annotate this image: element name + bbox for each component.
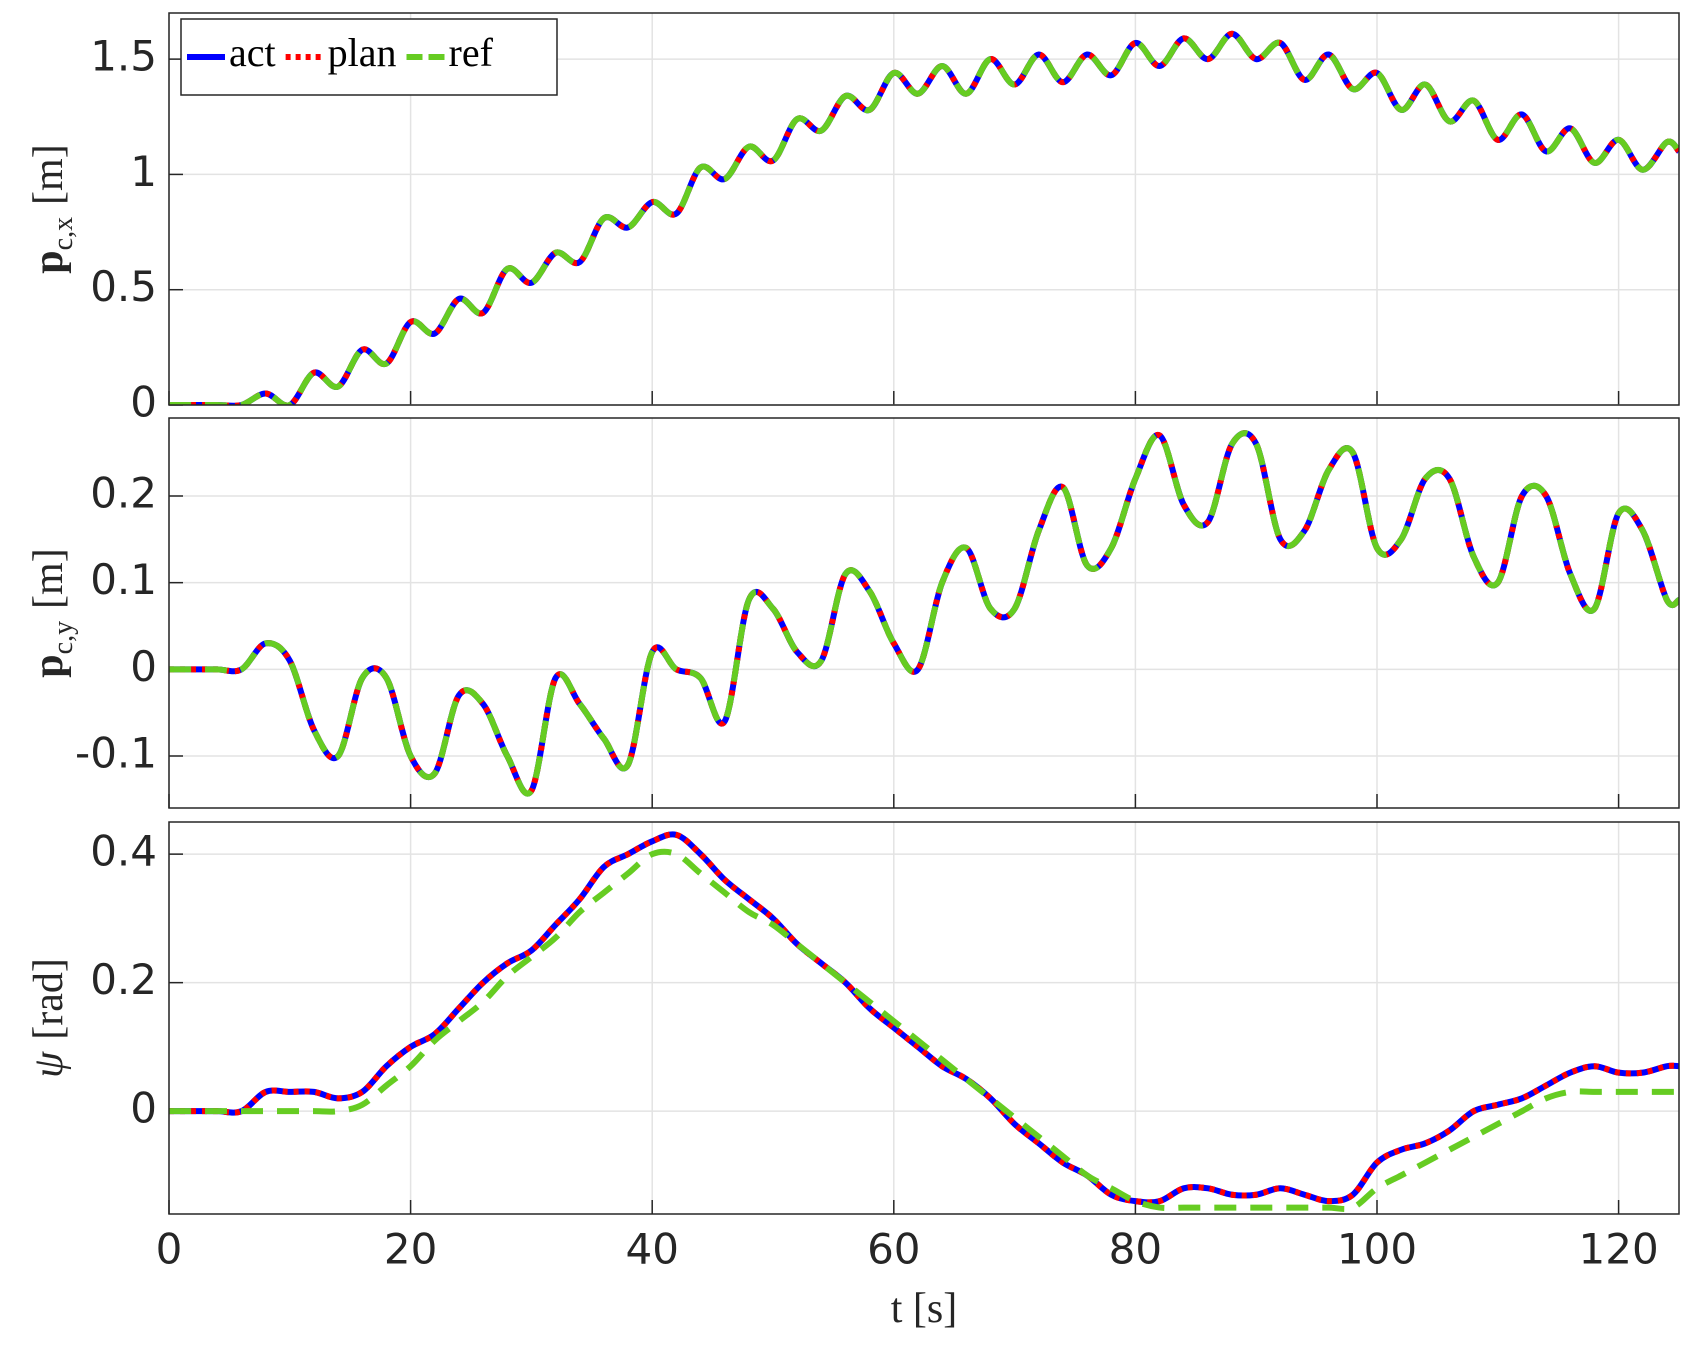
y-tick-label: -0.1 xyxy=(75,729,157,778)
series-line xyxy=(169,30,1679,405)
legend-box xyxy=(180,18,558,96)
y-tick-label: 0.1 xyxy=(90,555,157,604)
x-tick-label: 40 xyxy=(625,1225,678,1274)
y-label-unit: [m] xyxy=(26,144,72,205)
x-tick-label: 0 xyxy=(156,1225,183,1274)
subplot: -0.1 0 0.1 0.2 pc,y [m] xyxy=(26,417,1680,809)
axes-box xyxy=(168,12,1680,406)
y-label-symbol: p xyxy=(26,654,72,677)
series-line xyxy=(169,430,1679,797)
x-tick-label: 20 xyxy=(384,1225,437,1274)
y-label-symbol: ψ xyxy=(26,1051,72,1078)
x-tick-label: 60 xyxy=(867,1225,920,1274)
y-tick-label: 0.2 xyxy=(90,469,157,518)
y-label-subscript: c,x xyxy=(48,217,79,250)
y-axis-label: ψ [rad] xyxy=(26,958,72,1078)
axes-box xyxy=(168,417,1680,809)
y-label-subscript: c,y xyxy=(48,621,79,654)
subplot: 0 20 40 60 80 100 120 0 0.2 0.4 ψ [rad] t [s] xyxy=(26,821,1680,1332)
legend: act plan ref xyxy=(180,18,558,96)
series-line xyxy=(169,430,1679,797)
y-tick-label: 1 xyxy=(130,147,157,196)
y-label-unit: [rad] xyxy=(26,958,72,1040)
legend-label: ref xyxy=(449,30,494,75)
y-tick-label: 1.5 xyxy=(90,32,157,81)
y-tick-label: 0.5 xyxy=(90,262,157,311)
axes-box xyxy=(168,821,1680,1215)
y-label-symbol: p xyxy=(26,250,72,273)
y-tick-label: 0.4 xyxy=(90,827,157,876)
x-tick-label: 100 xyxy=(1337,1225,1417,1274)
plot-area xyxy=(169,822,1679,1214)
x-tick-label: 120 xyxy=(1579,1225,1659,1274)
subplot: 0 0.5 1 1.5 pc,x [m] act plan ref xyxy=(26,12,1680,427)
x-tick-label: 80 xyxy=(1109,1225,1162,1274)
y-tick-label: 0 xyxy=(130,642,157,691)
y-tick-label: 0.2 xyxy=(90,955,157,1004)
y-axis-label: pc,x [m] xyxy=(26,144,79,273)
legend-label: plan xyxy=(328,30,397,75)
y-tick-label: 0 xyxy=(130,378,157,427)
y-label-unit: [m] xyxy=(26,548,72,609)
x-axis-label: t [s] xyxy=(891,1286,958,1332)
plot-area xyxy=(169,418,1679,808)
y-axis-label: pc,y [m] xyxy=(26,548,79,677)
legend-label: act xyxy=(229,30,276,75)
y-tick-label: 0 xyxy=(130,1084,157,1133)
series-line xyxy=(169,831,1679,1206)
series-line xyxy=(169,848,1679,1212)
